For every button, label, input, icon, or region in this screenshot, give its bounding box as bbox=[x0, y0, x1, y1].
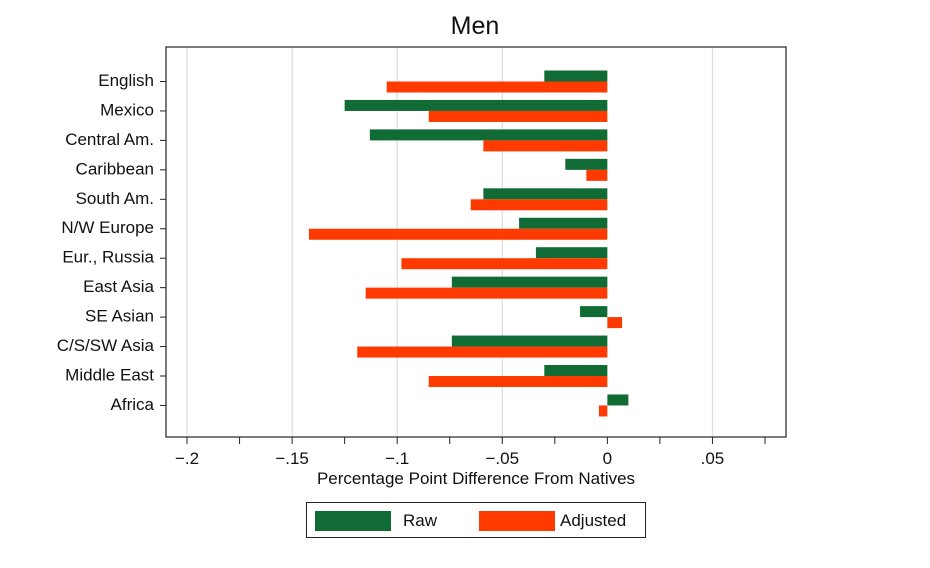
legend-item-raw: Raw bbox=[307, 503, 477, 539]
y-tick-label-9: C/S/SW Asia bbox=[57, 336, 155, 355]
bar-raw-9 bbox=[451, 335, 608, 347]
y-tick-label-10: Middle East bbox=[65, 365, 154, 384]
bar-raw-3 bbox=[565, 158, 608, 170]
bar-adjusted-9 bbox=[357, 346, 608, 358]
bar-adjusted-7 bbox=[365, 287, 608, 299]
x-axis-label: Percentage Point Difference From Natives bbox=[316, 469, 636, 488]
bar-adjusted-6 bbox=[401, 258, 608, 270]
bar-raw-11 bbox=[607, 394, 629, 406]
x-axis: −.2 −.15 −.1 −.05 0 .05 bbox=[175, 437, 766, 468]
y-tick-label-5: N/W Europe bbox=[61, 218, 154, 237]
legend-label-raw: Raw bbox=[403, 511, 438, 530]
legend-swatch-raw bbox=[315, 511, 391, 531]
y-tick-label-4: South Am. bbox=[76, 189, 154, 208]
bar-adjusted-2 bbox=[483, 140, 608, 152]
bar-raw-8 bbox=[580, 306, 608, 318]
bar-adjusted-5 bbox=[308, 228, 608, 240]
bars bbox=[308, 70, 629, 417]
bar-adjusted-4 bbox=[470, 199, 608, 211]
bar-adjusted-3 bbox=[586, 169, 608, 181]
legend-label-adjusted: Adjusted bbox=[560, 511, 627, 530]
bar-raw-5 bbox=[519, 217, 608, 229]
y-tick-label-6: Eur., Russia bbox=[62, 248, 154, 267]
y-tick-label-8: SE Asian bbox=[85, 307, 154, 326]
bar-raw-6 bbox=[535, 247, 608, 259]
y-tick-label-2: Central Am. bbox=[65, 130, 154, 149]
bar-raw-2 bbox=[369, 129, 608, 141]
x-tick-label-5: .05 bbox=[701, 449, 725, 468]
bar-adjusted-11 bbox=[598, 405, 608, 417]
chart-title: Men bbox=[450, 12, 500, 40]
y-tick-label-0: English bbox=[98, 71, 154, 90]
x-tick-label-0: −.2 bbox=[175, 449, 199, 468]
y-tick-label-7: East Asia bbox=[83, 277, 154, 296]
y-tick-label-3: Caribbean bbox=[76, 159, 154, 178]
plot-frame bbox=[165, 46, 787, 438]
x-tick-label-3: −.05 bbox=[485, 449, 519, 468]
bar-raw-0 bbox=[544, 70, 608, 82]
legend-item-adjusted: Adjusted bbox=[471, 503, 647, 539]
bar-raw-1 bbox=[344, 99, 608, 111]
x-tick-label-1: −.15 bbox=[275, 449, 309, 468]
bar-adjusted-1 bbox=[428, 110, 608, 122]
legend-swatch-adjusted bbox=[479, 511, 555, 531]
bar-adjusted-10 bbox=[428, 376, 608, 387]
bar-raw-10 bbox=[544, 365, 608, 376]
y-axis: English Mexico Central Am. Caribbean South A… bbox=[57, 71, 166, 414]
y-tick-label-1: Mexico bbox=[100, 100, 154, 119]
bar-adjusted-0 bbox=[386, 81, 608, 93]
y-tick-label-11: Africa bbox=[111, 395, 155, 414]
bar-adjusted-8 bbox=[607, 317, 623, 329]
legend: Raw Adjusted bbox=[306, 502, 646, 538]
x-tick-label-4: 0 bbox=[603, 449, 612, 468]
x-tick-label-2: −.1 bbox=[385, 449, 409, 468]
bar-raw-4 bbox=[483, 188, 608, 200]
bar-raw-7 bbox=[451, 276, 608, 288]
